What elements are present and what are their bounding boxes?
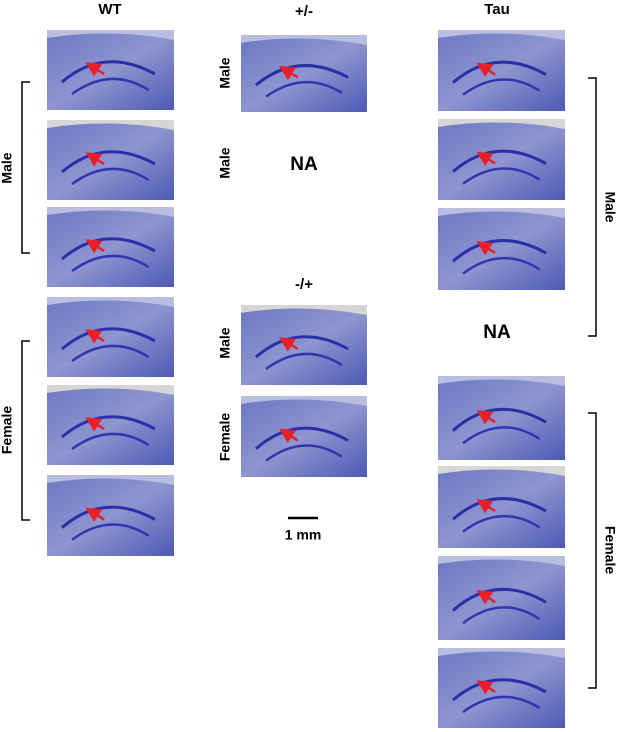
- group-label: Female: [0, 406, 15, 454]
- hippocampus: [265, 80, 343, 98]
- tissue: [241, 399, 367, 477]
- bracket: [588, 77, 597, 337]
- column-title: WT: [98, 1, 121, 18]
- group-label: Male: [602, 191, 617, 222]
- column-title: +/-: [295, 3, 313, 20]
- tissue: [47, 388, 174, 465]
- na-label: NA: [290, 154, 318, 175]
- hippocampus: [462, 167, 541, 185]
- hippocampus: [71, 432, 150, 451]
- tissue: [47, 300, 174, 377]
- hippocampus: [255, 64, 349, 87]
- hippocampus: [452, 149, 547, 173]
- tissue: [438, 469, 565, 548]
- arrow: [476, 62, 496, 78]
- hippocampus: [462, 514, 541, 533]
- tissue: [438, 379, 565, 460]
- hippocampus: [452, 497, 547, 521]
- arrow: [476, 499, 496, 514]
- arrow: [476, 151, 496, 167]
- row-label: Male: [217, 57, 233, 88]
- hippocampus: [452, 678, 547, 702]
- hippocampus: [462, 606, 541, 625]
- na-label: NA: [483, 322, 511, 343]
- arrow: [85, 62, 105, 77]
- arrow: [85, 417, 105, 432]
- row-label: Male: [217, 147, 233, 178]
- bracket: [21, 340, 30, 521]
- row-label: Male: [217, 327, 233, 358]
- tissue: [438, 559, 565, 640]
- hippocampus: [61, 60, 156, 84]
- hippocampus: [255, 335, 349, 359]
- hippocampus: [71, 523, 150, 541]
- column-title: Tau: [484, 1, 510, 18]
- arrow: [279, 66, 299, 81]
- arrow: [85, 239, 105, 254]
- row-label: Female: [217, 413, 233, 461]
- hippocampus: [451, 587, 547, 612]
- hippocampus: [452, 239, 547, 263]
- column-title: -/+: [295, 276, 313, 293]
- tissue: [47, 478, 174, 556]
- tissue: [241, 38, 367, 112]
- arrow: [476, 241, 496, 256]
- arrow: [85, 152, 105, 167]
- bracket: [21, 81, 30, 254]
- bracket: [588, 412, 597, 689]
- hippocampus: [71, 167, 150, 186]
- arrow: [476, 589, 496, 605]
- hippocampus: [71, 77, 150, 96]
- tissue: [241, 308, 367, 385]
- arrow: [476, 680, 496, 695]
- hippocampus: [451, 407, 547, 432]
- hippocampus: [462, 256, 541, 275]
- arrow: [279, 428, 299, 444]
- arrow: [476, 409, 496, 425]
- arrow: [85, 329, 105, 344]
- scale-label: 1 mm: [285, 527, 322, 543]
- hippocampus: [61, 415, 156, 439]
- hippocampus: [265, 444, 343, 462]
- hippocampus: [462, 426, 541, 445]
- tissue: [47, 123, 174, 200]
- micrographs: [47, 30, 565, 728]
- group-label: Male: [0, 152, 15, 183]
- hippocampus: [61, 237, 156, 261]
- tissue: [438, 651, 565, 728]
- hippocampus: [462, 695, 541, 714]
- tissue: [47, 210, 174, 287]
- tissue: [438, 211, 565, 290]
- group-label: Female: [602, 526, 617, 574]
- hippocampus: [462, 78, 541, 96]
- hippocampus: [255, 426, 349, 450]
- tissue: [438, 33, 565, 111]
- hippocampus: [265, 352, 343, 371]
- tissue: [438, 122, 565, 200]
- hippocampus: [61, 327, 156, 351]
- tissue: [47, 33, 174, 110]
- arrow: [279, 337, 299, 352]
- hippocampus: [71, 344, 150, 363]
- hippocampus: [61, 505, 156, 529]
- hippocampus: [71, 254, 150, 273]
- hippocampus: [452, 60, 547, 84]
- hippocampus: [61, 150, 156, 174]
- arrow: [85, 507, 105, 523]
